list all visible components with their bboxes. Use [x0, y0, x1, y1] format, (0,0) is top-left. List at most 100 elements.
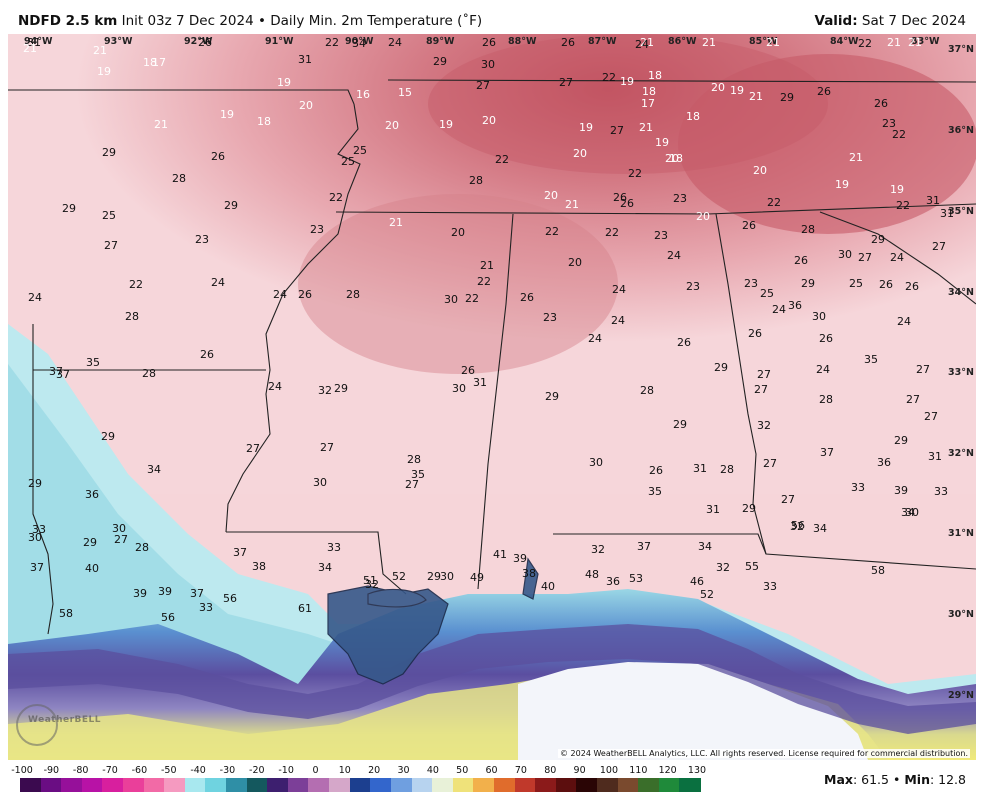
temp-label: 27 — [320, 441, 334, 454]
lon-label-85: 85°W — [749, 36, 778, 47]
temp-label: 30 — [589, 456, 603, 469]
temp-label: 24 — [211, 276, 225, 289]
color-scale-tick: 80 — [544, 765, 557, 776]
color-scale-segment — [308, 778, 330, 792]
temp-label: 24 — [28, 291, 42, 304]
color-scale-tick: -60 — [131, 765, 148, 776]
max-label: Max — [824, 772, 853, 787]
valid-value: Sat 7 Dec 2024 — [861, 13, 966, 29]
temp-label: 39 — [513, 552, 527, 565]
temp-label: 30 — [444, 293, 458, 306]
temp-label: 31 — [473, 376, 487, 389]
lat-label-31: 31°N — [948, 528, 974, 539]
temp-label: 32 — [591, 543, 605, 556]
border-fl-al — [553, 533, 976, 570]
temp-label: 22 — [602, 71, 616, 84]
max-value: 61.5 — [861, 772, 889, 787]
temp-label: 27 — [858, 251, 872, 264]
temp-label: 23 — [310, 223, 324, 236]
temp-label: 26 — [794, 254, 808, 267]
temp-label: 20 — [711, 81, 725, 94]
temp-label: 24 — [611, 314, 625, 327]
lat-label-29: 29°N — [948, 690, 974, 701]
product-name: NDFD 2.5 km — [18, 13, 118, 29]
temp-label: 18 — [257, 115, 271, 128]
temp-label: 27 — [924, 410, 938, 423]
color-scale-tick: 50 — [456, 765, 469, 776]
temp-label: 21 — [702, 36, 716, 49]
temp-label: 32 — [716, 561, 730, 574]
temp-label: 27 — [246, 442, 260, 455]
temp-label: 20 — [544, 189, 558, 202]
temp-label: 26 — [620, 197, 634, 210]
init-time: Init 03z 7 Dec 2024 — [121, 13, 254, 29]
temp-label: 20 — [299, 99, 313, 112]
temp-label: 27 — [781, 493, 795, 506]
temp-label: 24 — [273, 288, 287, 301]
temp-label: 26 — [461, 364, 475, 377]
temp-label: 37 — [820, 446, 834, 459]
temp-label: 52 — [392, 570, 406, 583]
temp-label: 25 — [849, 277, 863, 290]
temp-label: 21 — [93, 44, 107, 57]
temp-label: 33 — [934, 485, 948, 498]
color-scale-segment — [535, 778, 557, 792]
longitude-labels: 94°W 93°W 92°W 91°W 90°W 89°W 88°W 87°W … — [24, 36, 940, 47]
header: NDFD 2.5 km Init 03z 7 Dec 2024 • Daily … — [0, 0, 984, 34]
valid-label: Valid: — [814, 13, 858, 29]
border-ga-sc — [819, 211, 976, 305]
temp-label: 26 — [298, 288, 312, 301]
temp-label: 29 — [83, 536, 97, 549]
temp-label: 29 — [742, 502, 756, 515]
temp-label: 24 — [772, 303, 786, 316]
temp-label: 26 — [649, 464, 663, 477]
temp-label: 29 — [224, 199, 238, 212]
lon-label-93: 93°W — [104, 36, 133, 47]
temp-label: 23 — [195, 233, 209, 246]
temp-label: 22 — [628, 167, 642, 180]
temp-label: 30 — [112, 522, 126, 535]
temp-label: 26 — [874, 97, 888, 110]
color-scale-segment — [596, 778, 619, 792]
border-ms-al — [477, 213, 514, 590]
temp-label: 23 — [673, 192, 687, 205]
temp-label: 34 — [901, 506, 915, 519]
temp-label: 20 — [482, 114, 496, 127]
temp-label: 22 — [545, 225, 559, 238]
temp-label: 22 — [325, 36, 339, 49]
weatherbell-logo: WeatherBELL — [14, 702, 102, 746]
temp-label: 19 — [620, 75, 634, 88]
lat-label-37: 37°N — [948, 44, 974, 55]
temp-label: 27 — [405, 478, 419, 491]
color-scale-segment — [411, 778, 433, 792]
temp-label: 29 — [427, 570, 441, 583]
temp-label: 37 — [233, 546, 247, 559]
temp-label: 37 — [30, 561, 44, 574]
lat-label-33: 33°N — [948, 367, 974, 378]
logo-text: WeatherBELL — [28, 715, 102, 725]
temp-label: 28 — [801, 223, 815, 236]
map-canvas: 94°W 93°W 92°W 91°W 90°W 89°W 88°W 87°W … — [8, 34, 976, 760]
temp-label: 21 — [480, 259, 494, 272]
temp-label: 19 — [277, 76, 291, 89]
temp-label: 26 — [198, 36, 212, 49]
temperature-map[interactable]: 94°W 93°W 92°W 91°W 90°W 89°W 88°W 87°W … — [8, 34, 976, 760]
color-scale-segment — [555, 778, 577, 792]
temp-label: 20 — [665, 152, 679, 165]
lake-pontchartrain — [367, 588, 427, 608]
temp-label: 24 — [667, 249, 681, 262]
temp-label: 19 — [97, 65, 111, 78]
temp-label: 21 — [640, 36, 654, 49]
temp-label: 19 — [579, 121, 593, 134]
title-separator: • — [257, 13, 266, 29]
temp-label: 51 — [363, 574, 377, 587]
lon-label-89: 89°W — [426, 36, 455, 47]
temp-label: 21 — [849, 151, 863, 164]
color-scale-segment — [658, 778, 680, 792]
temp-label: 28 — [720, 463, 734, 476]
temp-label: 21 — [887, 36, 901, 49]
latitude-labels: 37°N 36°N 35°N 34°N 33°N 32°N 31°N 30°N … — [948, 44, 974, 701]
temp-label: 56 — [223, 592, 237, 605]
temp-label: 40 — [541, 580, 555, 593]
color-scale-segment — [102, 778, 124, 792]
